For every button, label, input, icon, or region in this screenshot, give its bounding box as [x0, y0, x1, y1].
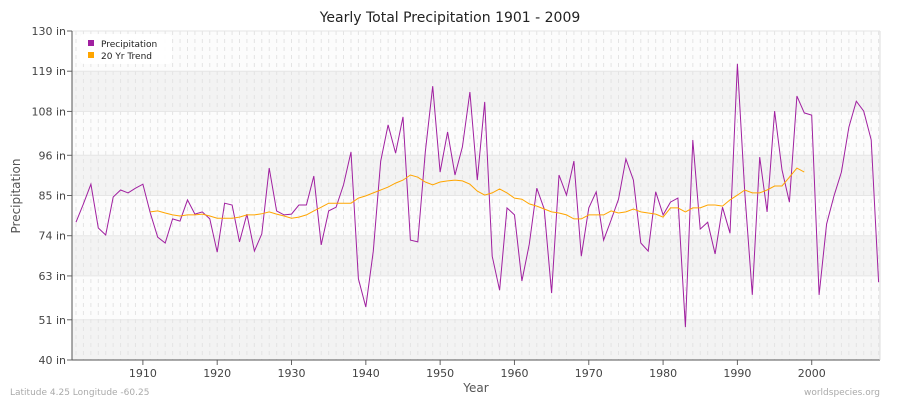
footer-site: worldspecies.org [804, 388, 880, 398]
x-tick-label: 1970 [575, 367, 603, 380]
x-tick-label: 1980 [649, 367, 677, 380]
y-tick-label: 130 in [31, 25, 66, 38]
y-tick-label: 119 in [31, 65, 66, 78]
y-tick-label: 51 in [38, 314, 66, 327]
precipitation-line [75, 63, 880, 328]
grid-band [72, 319, 880, 360]
x-tick-label: 1950 [426, 367, 454, 380]
legend: Precipitation 20 Yr Trend [80, 34, 172, 64]
x-tick-label: 1960 [500, 367, 528, 380]
chart-title: Yearly Total Precipitation 1901 - 2009 [319, 10, 581, 26]
footer-location: Latitude 4.25 Longitude -60.25 [10, 388, 149, 398]
y-tick-label: 40 in [38, 354, 66, 367]
y-axis-label: Precipitation [9, 158, 23, 233]
grid-band [72, 71, 880, 112]
x-tick-label: 1940 [352, 367, 380, 380]
legend-swatch-precipitation [88, 40, 94, 46]
x-tick-label: 2000 [798, 367, 826, 380]
legend-label-precipitation: Precipitation [101, 40, 157, 50]
x-tick-label: 1930 [278, 367, 306, 380]
x-tick-label: 1910 [129, 367, 157, 380]
x-tick-label: 1990 [723, 367, 751, 380]
y-tick-label: 74 in [38, 230, 66, 243]
y-tick-label: 96 in [38, 149, 66, 162]
x-tick-label: 1920 [203, 367, 231, 380]
y-tick-label: 108 in [31, 105, 66, 118]
legend-swatch-trend [88, 52, 94, 58]
x-axis-label: Year [462, 381, 488, 395]
y-tick-label: 85 in [38, 190, 66, 203]
trend-line [150, 167, 805, 220]
grid-band [72, 235, 880, 276]
y-tick-label: 63 in [38, 270, 66, 283]
legend-label-trend: 20 Yr Trend [101, 52, 152, 62]
